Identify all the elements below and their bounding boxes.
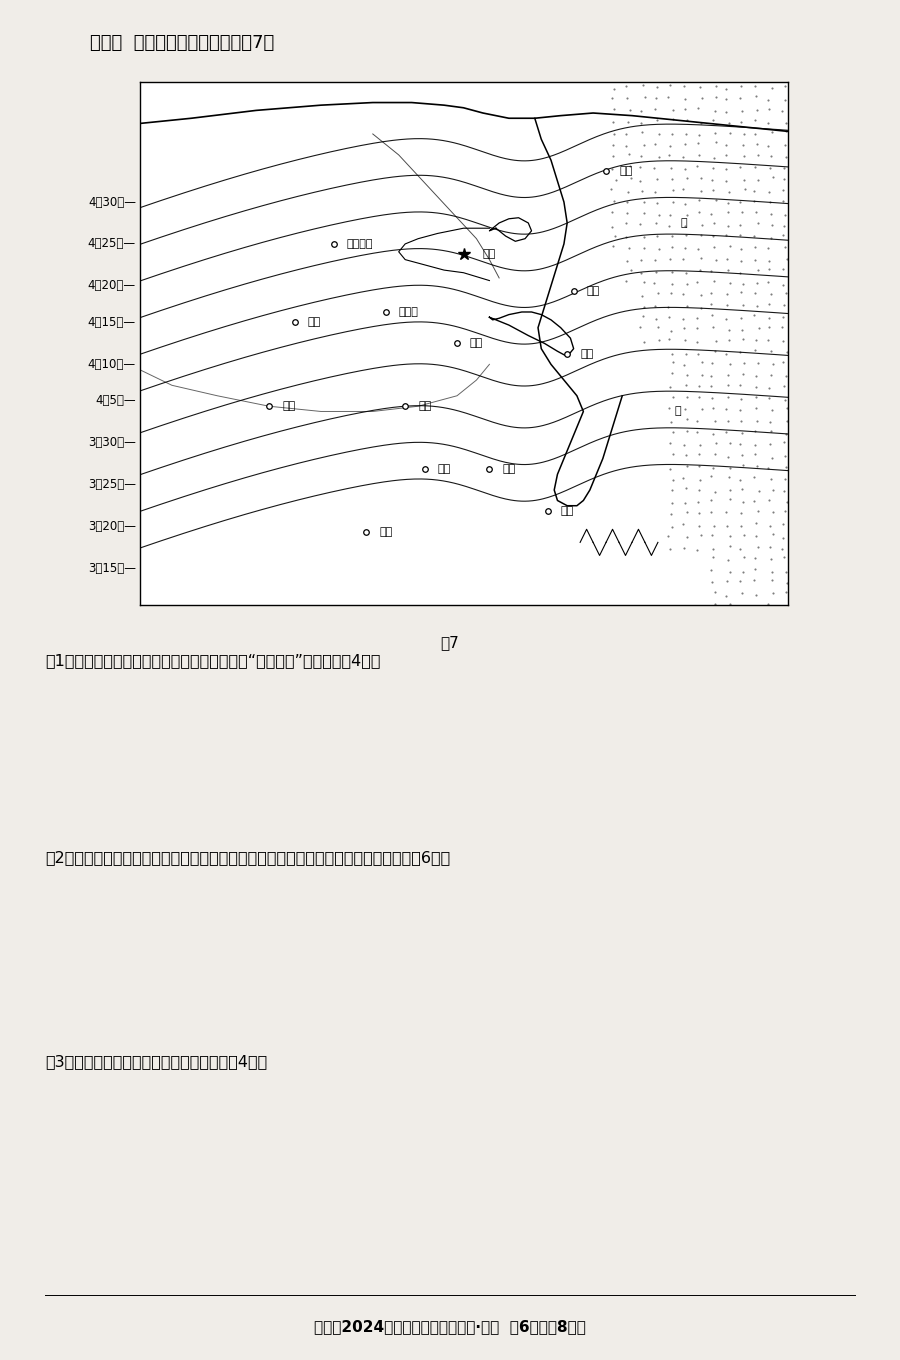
Text: 杭州: 杭州	[561, 506, 574, 515]
Text: 石家庄: 石家庄	[399, 307, 418, 317]
Text: 永州市2024年高考第二次模拟考试·地理  第6页（共8页）: 永州市2024年高考第二次模拟考试·地理 第6页（共8页）	[314, 1319, 586, 1334]
Text: 3月30日—: 3月30日—	[88, 437, 136, 449]
Text: 4月20日—: 4月20日—	[88, 279, 136, 292]
Text: 4月15日—: 4月15日—	[88, 316, 136, 329]
Text: 沈阳: 沈阳	[619, 166, 633, 175]
Text: 材料二  杏树开花盛期物候图（图7）: 材料二 杏树开花盛期物候图（图7）	[90, 34, 274, 52]
Text: 武汉: 武汉	[379, 526, 392, 537]
Text: 南京: 南京	[502, 464, 516, 475]
Text: 西安: 西安	[282, 401, 295, 411]
Text: 太原: 太原	[308, 317, 321, 328]
Text: 郑州: 郑州	[418, 401, 431, 411]
Text: 4月25日—: 4月25日—	[88, 238, 136, 250]
Text: 济南: 济南	[470, 339, 483, 348]
Text: 海: 海	[680, 218, 687, 228]
Text: 北京: 北京	[483, 249, 496, 260]
Text: 3月15日—: 3月15日—	[88, 562, 136, 575]
Text: 3月20日—: 3月20日—	[88, 520, 136, 533]
Text: （3）分析青岛发展海洋经济的有利条件。（4分）: （3）分析青岛发展海洋经济的有利条件。（4分）	[45, 1054, 267, 1069]
Text: 青岛: 青岛	[580, 350, 593, 359]
Text: 4月10日—: 4月10日—	[88, 358, 136, 371]
Text: 3月25日—: 3月25日—	[88, 479, 136, 491]
Text: 合肥: 合肥	[437, 464, 451, 475]
Text: 洋: 洋	[674, 407, 680, 416]
Text: 4月5日—: 4月5日—	[95, 394, 136, 408]
Text: 烟台: 烟台	[587, 286, 600, 296]
Text: 呼和浩特: 呼和浩特	[346, 239, 374, 249]
Text: （1）根据杏花开花盛期物候图，分析滨海地区“春晚秋迟”的原因。（4分）: （1）根据杏花开花盛期物候图，分析滨海地区“春晚秋迟”的原因。（4分）	[45, 653, 381, 668]
Text: 4月30日—: 4月30日—	[88, 196, 136, 208]
Text: 图7: 图7	[441, 635, 459, 650]
Text: （2）与同纬度地区相比，烟台苹果品质优异、高产稳产，请从气候方面分析其原因。（6分）: （2）与同纬度地区相比，烟台苹果品质优异、高产稳产，请从气候方面分析其原因。（6…	[45, 850, 450, 865]
